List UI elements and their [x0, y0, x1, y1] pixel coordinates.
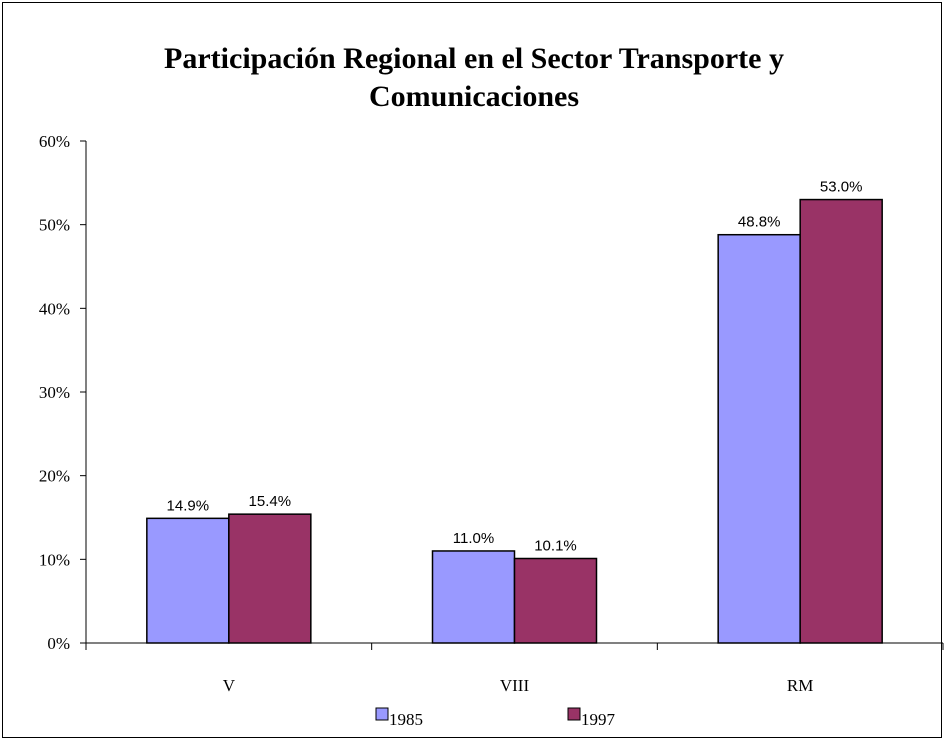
data-label: 10.1% — [534, 537, 577, 554]
data-label: 14.9% — [167, 497, 210, 514]
data-label: 11.0% — [453, 530, 494, 547]
y-tick-label: 30% — [39, 383, 70, 402]
y-tick-label: 0% — [47, 634, 70, 653]
data-label: 15.4% — [249, 493, 292, 510]
data-label: 48.8% — [738, 214, 781, 231]
bar — [513, 557, 598, 644]
x-tick-label: VIII — [500, 676, 530, 695]
chart-title: Participación Regional en el Sector Tran… — [164, 42, 784, 113]
x-tick-label: V — [223, 676, 236, 695]
bar — [717, 233, 801, 644]
bar — [799, 198, 883, 644]
y-tick-label: 60% — [39, 132, 70, 151]
bar — [431, 550, 516, 644]
data-label: 53.0% — [820, 179, 863, 196]
legend-label: 1997 — [581, 710, 616, 729]
y-tick-label: 10% — [39, 550, 70, 569]
legend-swatch — [567, 707, 581, 721]
legend-label: 1985 — [389, 710, 423, 729]
y-tick-label: 20% — [39, 467, 70, 486]
x-tick-label: RM — [787, 676, 813, 695]
y-tick-label: 40% — [39, 299, 70, 318]
bar — [228, 513, 312, 644]
bar — [146, 517, 230, 644]
legend-swatch — [375, 707, 389, 721]
y-tick-label: 50% — [39, 216, 70, 235]
